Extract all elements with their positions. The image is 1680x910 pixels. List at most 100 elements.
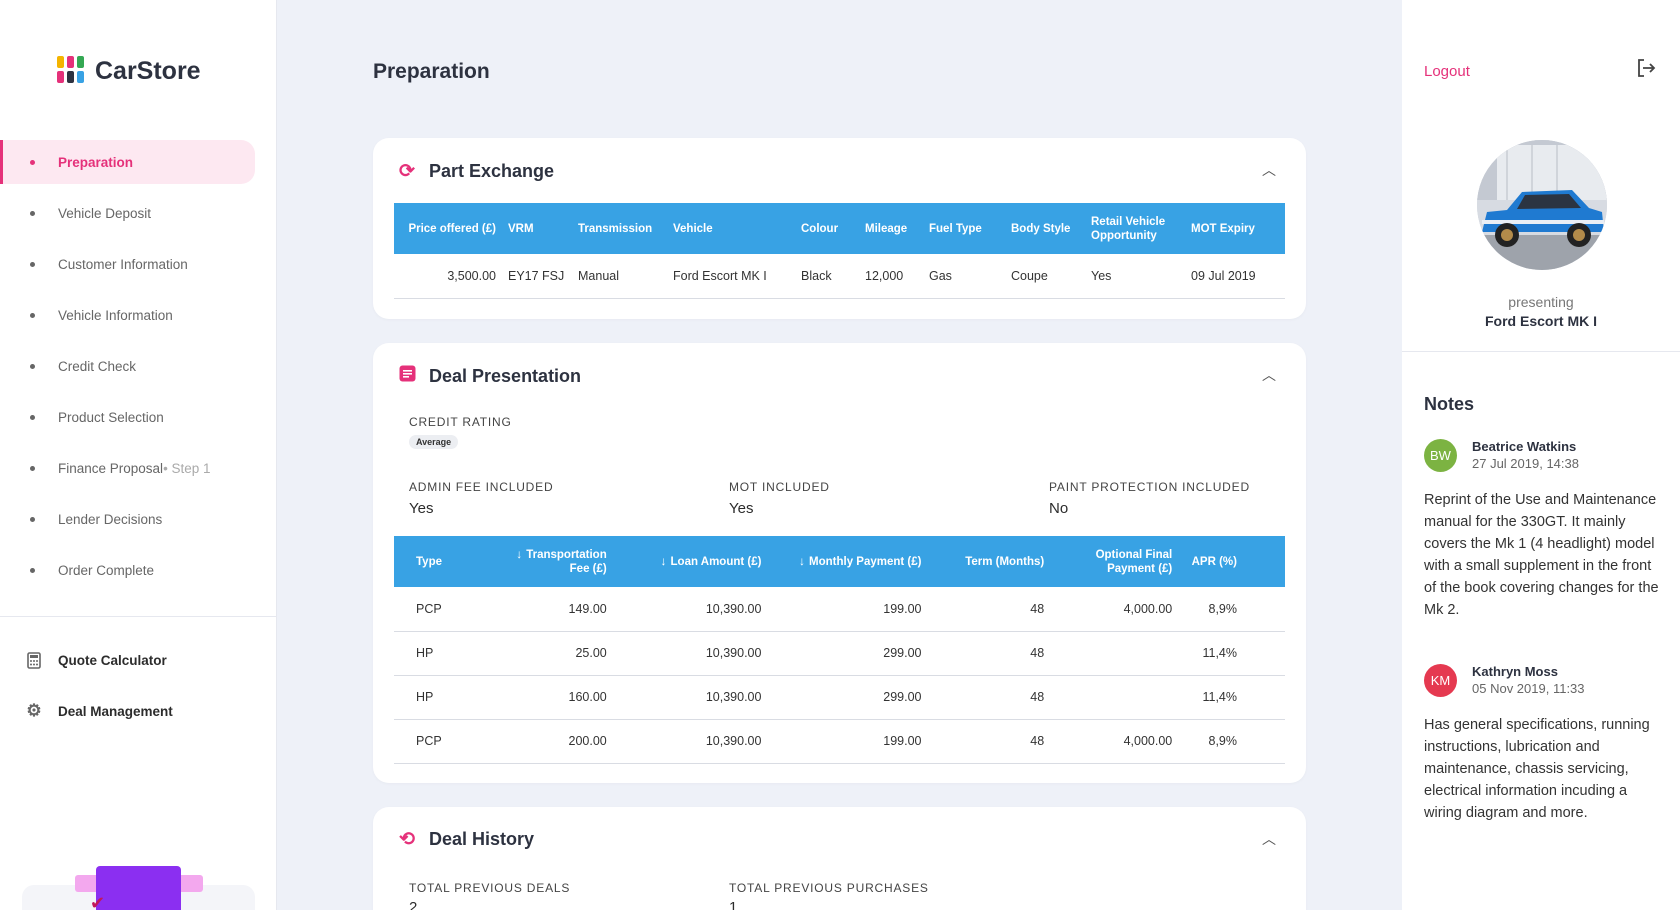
refresh-icon: ⟳ <box>399 161 415 182</box>
deal-history-card: ⟲ Deal History ︿ TOTAL PREVIOUS DEALS 2 … <box>373 807 1306 910</box>
col-monthly-payment[interactable]: ↓ Monthly Payment (£) <box>767 536 928 587</box>
mot-included-value: Yes <box>729 500 754 517</box>
cell-type: HP <box>394 675 501 720</box>
nav-label: Customer Information <box>58 256 188 272</box>
table-row[interactable]: PCP 149.00 10,390.00 199.00 48 4,000.00 … <box>394 587 1285 632</box>
sidebar-divider <box>0 616 277 617</box>
nav-label: Vehicle Deposit <box>58 205 152 221</box>
nav-label: Preparation <box>58 154 134 170</box>
nav-label: Order Complete <box>58 562 155 578</box>
col-transportation-fee[interactable]: ↓ Transportation Fee (£) <box>500 536 613 587</box>
cell-mot-expiry: 09 Jul 2019 <box>1185 254 1285 299</box>
col-vrm[interactable]: VRM <box>502 203 572 254</box>
col-type[interactable]: Type <box>394 536 501 587</box>
cell-monthly-payment: 199.00 <box>767 587 928 632</box>
part-exchange-card: ⟳ Part Exchange ︿ Price offered (£) VRM … <box>373 138 1306 319</box>
nav-step-order-complete[interactable]: Order Complete <box>0 548 277 592</box>
logo-icon <box>57 56 85 86</box>
presenting-vehicle-name: Ford Escort MK I <box>1484 313 1597 329</box>
col-transmission[interactable]: Transmission <box>572 203 667 254</box>
nav-label: Vehicle Information <box>58 307 173 323</box>
cell-optional-final-payment <box>1050 631 1179 676</box>
card-header: ⟲ Deal History <box>397 828 534 851</box>
cell-term: 48 <box>927 587 1051 632</box>
table-row[interactable]: 3,500.00 EY17 FSJ Manual Ford Escort MK … <box>394 254 1285 299</box>
nav-step-product-selection[interactable]: Product Selection <box>0 395 277 439</box>
arrow-down-icon: ↓ <box>799 554 806 568</box>
cell-optional-final-payment: 4,000.00 <box>1050 719 1179 764</box>
nav-step-vehicle-deposit[interactable]: Vehicle Deposit <box>0 191 277 235</box>
cell-type: PCP <box>394 587 501 632</box>
col-apr[interactable]: APR (%) <box>1178 536 1285 587</box>
cell-term: 48 <box>927 675 1051 720</box>
cell-loan-amount: 10,390.00 <box>612 631 768 676</box>
nav-label: Lender Decisions <box>58 511 163 527</box>
col-fuel-type[interactable]: Fuel Type <box>923 203 1005 254</box>
col-mot-expiry[interactable]: MOT Expiry <box>1185 203 1285 254</box>
table-header-row: Type ↓ Transportation Fee (£) ↓ Loan Amoun… <box>394 536 1285 587</box>
card-header: Deal Presentation <box>397 365 581 388</box>
col-body-style[interactable]: Body Style <box>1005 203 1085 254</box>
col-term[interactable]: Term (Months) <box>927 536 1051 587</box>
app-name: CarStore <box>95 56 201 85</box>
cell-apr: 8,9% <box>1178 719 1285 764</box>
nav-step-finance-proposal[interactable]: Finance Proposal • Step 1 <box>0 446 277 490</box>
part-exchange-table: Price offered (£) VRM Transmission Vehic… <box>394 203 1285 299</box>
credit-rating-badge: Average <box>409 435 459 449</box>
card-title: Part Exchange <box>429 161 555 181</box>
col-vehicle[interactable]: Vehicle <box>667 203 795 254</box>
deal-management-link[interactable]: ⚙ Deal Management <box>24 701 173 721</box>
nav-step-preparation[interactable]: Preparation <box>0 140 255 184</box>
nav-step-lender-decisions[interactable]: Lender Decisions <box>0 497 277 541</box>
card-title: Deal History <box>429 829 535 849</box>
sidebar: CarStore Preparation Vehicle Deposit Cus… <box>0 0 277 910</box>
table-row[interactable]: HP 25.00 10,390.00 299.00 48 11,4% <box>394 631 1285 676</box>
total-previous-deals-value: 2 <box>409 899 418 910</box>
bullet-icon <box>30 160 35 165</box>
nav-step-counter: • Step 1 <box>163 460 211 476</box>
cell-transmission: Manual <box>572 254 667 299</box>
col-optional-final-payment[interactable]: Optional Final Payment (£) <box>1050 536 1179 587</box>
chevron-up-icon[interactable]: ︿ <box>1262 831 1276 847</box>
nav-step-customer-information[interactable]: Customer Information <box>0 242 277 286</box>
deal-products-table: Type ↓ Transportation Fee (£) ↓ Loan Amoun… <box>394 536 1285 764</box>
cell-monthly-payment: 199.00 <box>767 719 928 764</box>
app-logo[interactable]: CarStore <box>57 56 201 86</box>
avatar: KM <box>1424 664 1457 697</box>
cell-loan-amount: 10,390.00 <box>612 719 768 764</box>
cell-vrm: EY17 FSJ <box>502 254 572 299</box>
col-price-offered[interactable]: Price offered (£) <box>394 203 502 254</box>
logout-icon[interactable] <box>1636 58 1656 84</box>
cell-colour: Black <box>795 254 859 299</box>
logout-link[interactable]: Logout <box>1424 63 1470 80</box>
tool-label: Deal Management <box>58 703 173 719</box>
step-nav: Preparation Vehicle Deposit Customer Inf… <box>0 140 277 599</box>
arrow-down-icon: ↓ <box>516 547 523 561</box>
chevron-up-icon[interactable]: ︿ <box>1262 162 1276 178</box>
col-retail-vehicle-opportunity[interactable]: Retail Vehicle Opportunity <box>1085 203 1185 254</box>
nav-step-vehicle-information[interactable]: Vehicle Information <box>0 293 277 337</box>
cell-optional-final-payment <box>1050 675 1179 720</box>
tool-label: Quote Calculator <box>58 652 167 668</box>
col-loan-amount[interactable]: ↓ Loan Amount (£) <box>612 536 768 587</box>
col-colour[interactable]: Colour <box>795 203 859 254</box>
cell-monthly-payment: 299.00 <box>767 675 928 720</box>
bullet-icon <box>30 313 35 318</box>
total-previous-purchases-label: TOTAL PREVIOUS PURCHASES <box>729 881 929 895</box>
cell-vehicle: Ford Escort MK I <box>667 254 795 299</box>
cell-body-style: Coupe <box>1005 254 1085 299</box>
bullet-icon <box>30 211 35 216</box>
right-panel: Logout presenting Ford Escort MK I Notes… <box>1402 0 1680 910</box>
bullet-icon <box>30 364 35 369</box>
nav-label: Finance Proposal <box>58 460 164 476</box>
note-body: Has general specifications, running inst… <box>1424 717 1650 821</box>
col-mileage[interactable]: Mileage <box>859 203 923 254</box>
chevron-up-icon[interactable]: ︿ <box>1262 367 1276 383</box>
cell-optional-final-payment: 4,000.00 <box>1050 587 1179 632</box>
table-row[interactable]: PCP 200.00 10,390.00 199.00 48 4,000.00 … <box>394 719 1285 764</box>
nav-step-credit-check[interactable]: Credit Check <box>0 344 277 388</box>
total-previous-purchases-value: 1 <box>729 899 738 910</box>
quote-calculator-link[interactable]: Quote Calculator <box>24 650 167 670</box>
table-row[interactable]: HP 160.00 10,390.00 299.00 48 11,4% <box>394 675 1285 720</box>
cell-price-offered: 3,500.00 <box>394 254 502 299</box>
